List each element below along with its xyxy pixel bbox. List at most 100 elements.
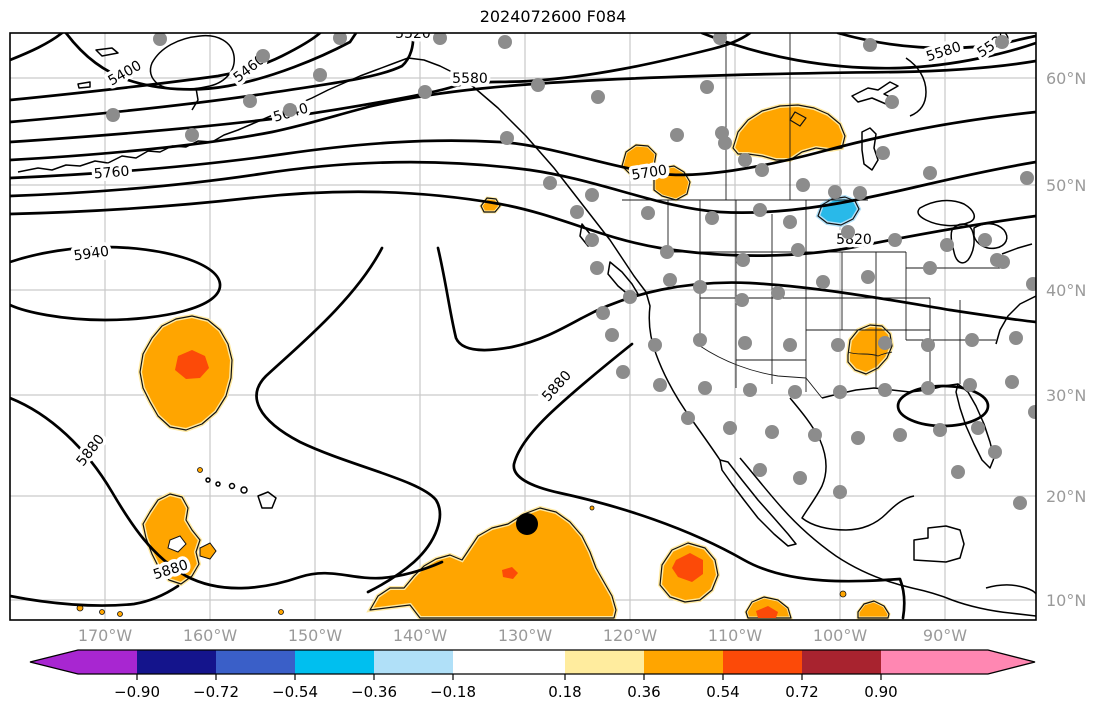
station-dot: [753, 463, 767, 477]
border-us-mexico: [699, 345, 823, 399]
colorbar-tick-label: 0.18: [548, 683, 581, 701]
station-dot: [283, 103, 297, 117]
contour-line-5640: [10, 59, 1036, 162]
coast-river: [191, 87, 199, 111]
contour-line-5460: [10, 33, 322, 102]
station-dot: [718, 136, 732, 150]
station-dot: [418, 85, 432, 99]
station-dot: [816, 275, 830, 289]
station-dot: [933, 423, 947, 437]
station-dot: [1028, 405, 1036, 419]
anomaly-contour: [817, 196, 860, 226]
station-dot: [713, 33, 727, 45]
contour-line-5760: [10, 160, 1036, 214]
station-dot: [663, 273, 677, 287]
colorbar-tick-label: −0.54: [272, 683, 318, 701]
colorbar-tick-label: −0.18: [430, 683, 476, 701]
black-point-marker: [516, 513, 538, 535]
station-dot: [755, 163, 769, 177]
station-dot: [765, 425, 779, 439]
station-dot: [693, 280, 707, 294]
station-dot: [623, 290, 637, 304]
lake-erie-ontario: [1001, 243, 1033, 255]
station-dot: [841, 225, 855, 239]
lake-superior: [917, 199, 975, 227]
colorbar-outline: [29, 649, 1036, 675]
station-dot: [585, 188, 599, 202]
contour-line-5520: [10, 33, 415, 124]
station-dot: [995, 35, 1009, 49]
station-dot: [971, 421, 985, 435]
station-dot: [531, 78, 545, 92]
positive-anomaly-core: [756, 606, 778, 618]
positive-anomaly-core: [175, 350, 209, 379]
contour-line-5880-central: [255, 246, 442, 594]
x-tick-label: 90°W: [923, 626, 967, 645]
contour-line-5820: [10, 190, 1036, 258]
colorbar: −0.90 −0.72 −0.54 −0.36 −0.18 0.18 0.36 0.54 0.7…: [29, 649, 1036, 701]
station-dot: [333, 33, 347, 45]
station-dot: [996, 255, 1010, 269]
station-dot: [185, 128, 199, 142]
coast-island: [95, 47, 119, 57]
station-dot: [796, 178, 810, 192]
y-tick-label: 20°N: [1046, 487, 1086, 506]
colorbar-tick-label: −0.72: [193, 683, 239, 701]
anomaly-contour: [139, 315, 233, 431]
y-tick-label: 50°N: [1046, 176, 1086, 195]
station-dot: [833, 385, 847, 399]
contour-cell-gulf: [896, 384, 990, 428]
station-dot: [921, 338, 935, 352]
anomaly-contour: [745, 596, 792, 619]
coast-yucatan: [913, 525, 965, 563]
colorbar-tick-label: −0.36: [351, 683, 397, 701]
station-dot: [106, 108, 120, 122]
anomaly-contour: [142, 493, 201, 585]
coast-mexico-gulf: [789, 397, 915, 531]
positive-anomaly-region: [730, 102, 848, 162]
station-dot: [738, 153, 752, 167]
station-dot: [888, 233, 902, 247]
station-dot: [313, 68, 327, 82]
map-frame: [9, 32, 1037, 621]
positive-anomaly-region: [366, 505, 619, 620]
x-tick-label: 150°W: [288, 626, 343, 645]
anomaly-speck: [839, 590, 847, 598]
contour-line-5880-south: [512, 342, 906, 620]
anomaly-speck: [117, 611, 123, 617]
anomaly-speck: [99, 609, 105, 615]
station-dot: [831, 338, 845, 352]
anomaly-hole: [167, 535, 187, 553]
great-slave-lake: [851, 81, 899, 105]
contour-line-ne1: [700, 33, 1036, 70]
contour-labels: 5400546055205580564057605700582059405880…: [69, 33, 1016, 587]
anomaly-contour: [857, 600, 890, 619]
station-dot: [828, 185, 842, 199]
station-dot: [878, 383, 892, 397]
anomaly-contour: [789, 111, 807, 127]
station-dot: [853, 186, 867, 200]
lake-winnipeg: [861, 127, 879, 171]
contour-line: [10, 33, 64, 62]
positive-anomaly-core: [502, 567, 518, 579]
station-dot: [256, 49, 270, 63]
station-dot: [498, 35, 512, 49]
station-dot: [648, 338, 662, 352]
station-dot: [660, 245, 674, 259]
colorbar-arrow-left: [30, 650, 137, 674]
station-dot: [681, 411, 695, 425]
station-dot: [596, 306, 610, 320]
station-dot: [1026, 277, 1036, 291]
station-dot: [585, 233, 599, 247]
anomaly-contour: [659, 542, 719, 603]
colorbar-tick-label: 0.72: [785, 683, 818, 701]
positive-anomaly-region: [199, 542, 217, 560]
anomaly-speck: [278, 609, 284, 615]
station-dot: [965, 333, 979, 347]
colorbar-segment: [216, 650, 295, 674]
contour-line-5940-high: [10, 245, 222, 322]
station-dot: [570, 205, 584, 219]
coast-vancouver-island: [607, 261, 639, 297]
colorbar-tick-label: 0.36: [627, 683, 660, 701]
height-contours: [10, 33, 1036, 620]
